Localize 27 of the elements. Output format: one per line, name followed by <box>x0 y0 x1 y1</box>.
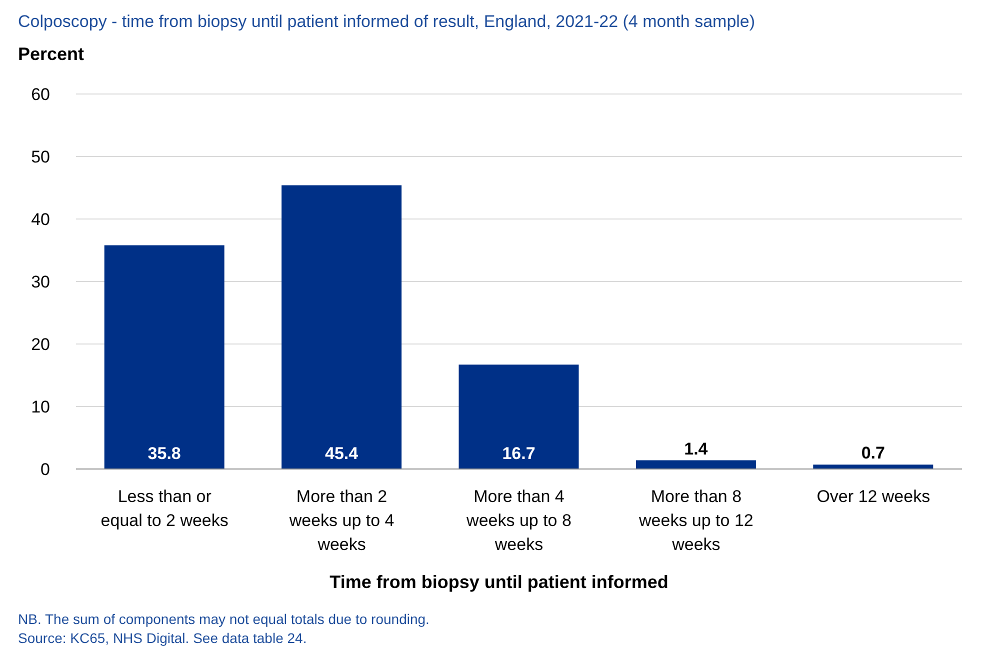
y-tick-label: 40 <box>31 210 50 230</box>
bar <box>282 185 402 469</box>
bar <box>813 464 934 469</box>
bar <box>104 245 224 469</box>
data-label: 1.4 <box>684 439 708 458</box>
text: NB. The sum of components may not equal totals due to rounding. <box>18 610 430 629</box>
y-tick-label: 0 <box>40 460 50 480</box>
bar <box>636 460 756 469</box>
y-axis-title: Percent <box>18 44 84 65</box>
x-tick-label: More than 2 weeks up to 4 weeks <box>288 487 394 554</box>
data-label: 45.4 <box>325 444 359 463</box>
data-label: 35.8 <box>148 444 181 463</box>
x-tick-label: Less than or equal to 2 weeks <box>100 487 228 530</box>
data-label: 0.7 <box>861 444 885 463</box>
y-tick-label: 10 <box>31 398 50 417</box>
chart-title: Colposcopy - time from biopsy until patient informed of result, England, 2021-22 (4 month sample) <box>18 12 756 32</box>
y-tick-label: 60 <box>31 85 50 104</box>
y-tick-label: 50 <box>31 148 50 167</box>
y-tick-label: 30 <box>31 272 50 292</box>
source-note: Source: KC65, NHS Digital. See data table 24. <box>18 629 308 648</box>
bar <box>458 364 579 469</box>
data-label: 16.7 <box>502 444 536 463</box>
x-tick-label: More than 8 weeks up to 12 weeks <box>638 487 754 554</box>
x-axis-title: Time from biopsy until patient informed <box>328 572 670 593</box>
x-tick-label: Over 12 weeks <box>816 487 930 506</box>
x-tick-label: More than 4 weeks up to 8 weeks <box>466 487 572 554</box>
y-tick-label: 20 <box>31 335 50 354</box>
